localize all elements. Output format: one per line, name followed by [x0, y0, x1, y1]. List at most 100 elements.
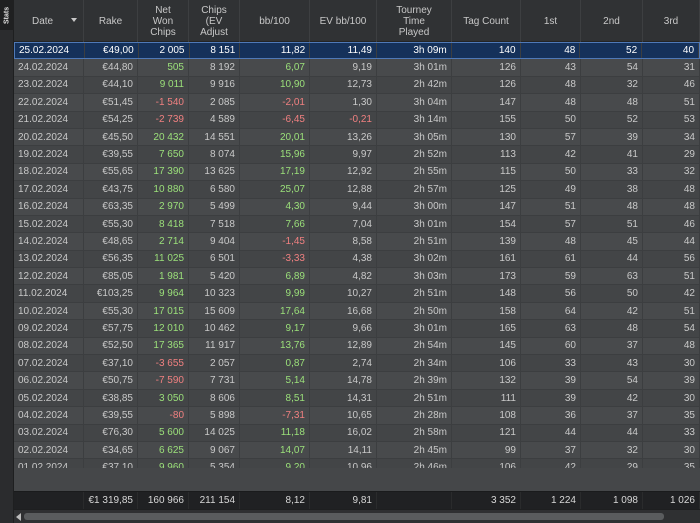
- stats-side-tab[interactable]: Stats: [0, 0, 14, 523]
- cell-first: 33: [521, 355, 581, 372]
- cell-time: 2h 34m: [377, 355, 452, 372]
- cell-tag: 132: [452, 372, 521, 389]
- cell-rake: €85,05: [84, 268, 138, 285]
- cell-first: 51: [521, 198, 581, 215]
- table-row[interactable]: 11.02.2024 €103,25 9 964 10 323 9,99 10,27 2h …: [14, 285, 700, 303]
- column-header-time[interactable]: Tourney Time Played: [377, 0, 452, 42]
- cell-chips_ev: 2 085: [189, 94, 240, 111]
- sort-desc-icon[interactable]: [71, 18, 77, 22]
- cell-ev_bb100: 4,38: [310, 250, 377, 268]
- cell-second: 54: [581, 372, 643, 389]
- table-row[interactable]: 14.02.2024 €48,65 2 714 9 404 -1,45 8,58 2h 51…: [14, 233, 700, 251]
- cell-tag: 155: [452, 111, 521, 128]
- table-row[interactable]: 06.02.2024 €50,75 -7 590 7 731 5,14 14,78 2h 3…: [14, 372, 700, 390]
- cell-ev_bb100: 14,11: [310, 441, 377, 459]
- cell-rake: €51,45: [84, 94, 138, 111]
- cell-ev_bb100: 13,26: [310, 128, 377, 146]
- total-time: [377, 492, 452, 509]
- horizontal-scrollbar[interactable]: [14, 509, 700, 523]
- cell-ev_bb100: 10,27: [310, 285, 377, 302]
- cell-first: 39: [521, 372, 581, 389]
- cell-third: 46: [643, 76, 700, 94]
- cell-rake: €55,30: [84, 302, 138, 320]
- cell-second: 38: [581, 181, 643, 198]
- cell-rake: €39,55: [84, 407, 138, 424]
- cell-date: 02.02.2024: [14, 441, 84, 459]
- table-row[interactable]: 03.02.2024 €76,30 5 600 14 025 11,18 16,02 2h …: [14, 424, 700, 442]
- cell-rake: €45,50: [84, 128, 138, 146]
- cell-date: 18.02.2024: [14, 163, 84, 181]
- table-row[interactable]: 08.02.2024 €52,50 17 365 11 917 13,76 12,89 2h…: [14, 337, 700, 356]
- scroll-left-icon[interactable]: [16, 513, 21, 521]
- column-header-ev_bb100[interactable]: EV bb/100: [310, 0, 377, 42]
- table-row[interactable]: 04.02.2024 €39,55 -80 5 898 -7,31 10,65 2h 28m…: [14, 407, 700, 425]
- cell-rake: €43,75: [84, 181, 138, 198]
- scrollbar-thumb[interactable]: [24, 513, 664, 520]
- cell-time: 2h 51m: [377, 233, 452, 250]
- cell-first: 43: [521, 59, 581, 76]
- cell-date: 06.02.2024: [14, 372, 84, 389]
- column-header-rake[interactable]: Rake: [84, 0, 138, 42]
- table-row[interactable]: 05.02.2024 €38,85 3 050 8 606 8,51 14,31 2h 51…: [14, 389, 700, 408]
- cell-bb100: 9,99: [240, 285, 310, 302]
- cell-time: 2h 58m: [377, 424, 452, 441]
- cell-time: 3h 09m: [377, 43, 452, 59]
- column-header-second[interactable]: 2nd: [581, 0, 643, 42]
- cell-time: 3h 14m: [377, 111, 452, 128]
- table-row[interactable]: 20.02.2024 €45,50 20 432 14 551 20,01 13,26 3h…: [14, 128, 700, 147]
- table-row[interactable]: 10.02.2024 €55,30 17 015 15 609 17,64 16,68 2h…: [14, 302, 700, 321]
- cell-net_won: 6 625: [138, 441, 189, 459]
- table-row[interactable]: 07.02.2024 €37,10 -3 655 2 057 0,87 2,74 2h 34…: [14, 355, 700, 373]
- cell-bb100: 9,17: [240, 320, 310, 337]
- column-header-first[interactable]: 1st: [521, 0, 581, 42]
- stats-tab-label[interactable]: Stats: [0, 0, 14, 30]
- column-header-date[interactable]: Date: [14, 0, 84, 42]
- cell-third: 51: [643, 268, 700, 285]
- cell-bb100: -1,45: [240, 233, 310, 250]
- table-row[interactable]: 12.02.2024 €85,05 1 981 5 420 6,89 4,82 3h 03m…: [14, 268, 700, 286]
- cell-ev_bb100: -0,21: [310, 111, 377, 128]
- cell-time: 3h 01m: [377, 215, 452, 233]
- table-row[interactable]: 22.02.2024 €51,45 -1 540 2 085 -2,01 1,30 3h 0…: [14, 94, 700, 112]
- cell-third: 29: [643, 146, 700, 163]
- cell-net_won: -7 590: [138, 372, 189, 389]
- table-row[interactable]: 18.02.2024 €55,65 17 390 13 625 17,19 12,92 2h…: [14, 163, 700, 182]
- cell-date: 17.02.2024: [14, 181, 84, 198]
- column-header-tag[interactable]: Tag Count: [452, 0, 521, 42]
- cell-first: 42: [521, 459, 581, 476]
- cell-date: 21.02.2024: [14, 111, 84, 128]
- cell-time: 3h 00m: [377, 198, 452, 215]
- table-row[interactable]: 13.02.2024 €56,35 11 025 6 501 -3,33 4,38 3h 0…: [14, 250, 700, 269]
- table-row[interactable]: 02.02.2024 €34,65 6 625 9 067 14,07 14,11 2h 4…: [14, 441, 700, 460]
- cell-second: 48: [581, 320, 643, 337]
- table-row[interactable]: 17.02.2024 €43,75 10 880 6 580 25,07 12,88 2h …: [14, 181, 700, 199]
- column-header-bb100[interactable]: bb/100: [240, 0, 310, 42]
- cell-tag: 148: [452, 285, 521, 302]
- table-row[interactable]: 19.02.2024 €39,55 7 650 8 074 15,96 9,97 2h 52…: [14, 146, 700, 164]
- table-row[interactable]: 09.02.2024 €57,75 12 010 10 462 9,17 9,66 3h 0…: [14, 320, 700, 338]
- table-row[interactable]: 21.02.2024 €54,25 -2 739 4 589 -6,45 -0,21 3h …: [14, 111, 700, 129]
- table-row[interactable]: 24.02.2024 €44,80 505 8 192 6,07 9,19 3h 01m 12…: [14, 59, 700, 77]
- column-header-third[interactable]: 3rd: [643, 0, 700, 42]
- cell-chips_ev: 14 025: [189, 424, 240, 441]
- cell-net_won: 12 010: [138, 320, 189, 337]
- cell-bb100: 17,64: [240, 302, 310, 320]
- cell-chips_ev: 9 067: [189, 441, 240, 459]
- cell-rake: €52,50: [84, 337, 138, 355]
- cell-date: 24.02.2024: [14, 59, 84, 76]
- cell-rake: €44,10: [84, 76, 138, 94]
- cell-tag: 173: [452, 268, 521, 285]
- cell-bb100: 8,51: [240, 389, 310, 407]
- table-row[interactable]: 23.02.2024 €44,10 9 011 9 916 10,90 12,73 2h 4…: [14, 76, 700, 95]
- table-row[interactable]: 25.02.2024 €49,00 2 005 8 151 11,82 11,49 3h 0…: [14, 42, 700, 60]
- table-row[interactable]: 15.02.2024 €55,30 8 418 7 518 7,66 7,04 3h 01m…: [14, 215, 700, 234]
- cell-first: 39: [521, 389, 581, 407]
- table-row[interactable]: 16.02.2024 €63,35 2 970 5 499 4,30 9,44 3h 00m…: [14, 198, 700, 216]
- cell-third: 39: [643, 372, 700, 389]
- column-header-chips_ev[interactable]: Chips (EV Adjust: [189, 0, 240, 42]
- cell-net_won: 10 880: [138, 181, 189, 198]
- total-rake: €1 319,85: [84, 492, 138, 509]
- column-header-net_won[interactable]: Net Won Chips: [138, 0, 189, 42]
- cell-time: 3h 03m: [377, 268, 452, 285]
- cell-bb100: -6,45: [240, 111, 310, 128]
